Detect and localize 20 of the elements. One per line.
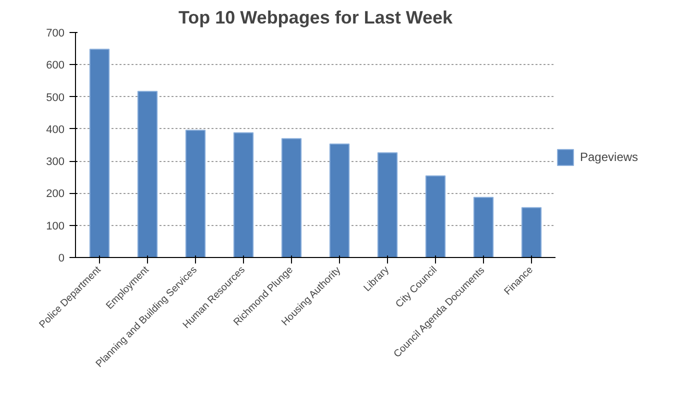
bar <box>89 48 110 258</box>
y-tick-label: 300 <box>46 156 65 168</box>
bar <box>377 152 398 258</box>
bar <box>425 175 446 258</box>
bar <box>329 144 350 258</box>
y-tick-label: 600 <box>46 60 65 72</box>
bar <box>521 207 542 258</box>
y-tick-label: 500 <box>46 92 65 104</box>
y-tick-label: 100 <box>46 220 65 232</box>
y-tick-label: 400 <box>46 124 65 136</box>
legend-label: Pageviews <box>580 150 638 164</box>
bar <box>233 132 254 258</box>
y-tick-label: 700 <box>46 28 65 40</box>
bar <box>473 196 494 258</box>
y-tick-label: 0 <box>58 252 65 264</box>
bar <box>281 138 302 258</box>
chart-title: Top 10 Webpages for Last Week <box>178 8 454 28</box>
bar <box>137 90 158 258</box>
bar <box>185 130 206 258</box>
y-tick-label: 200 <box>46 188 65 200</box>
